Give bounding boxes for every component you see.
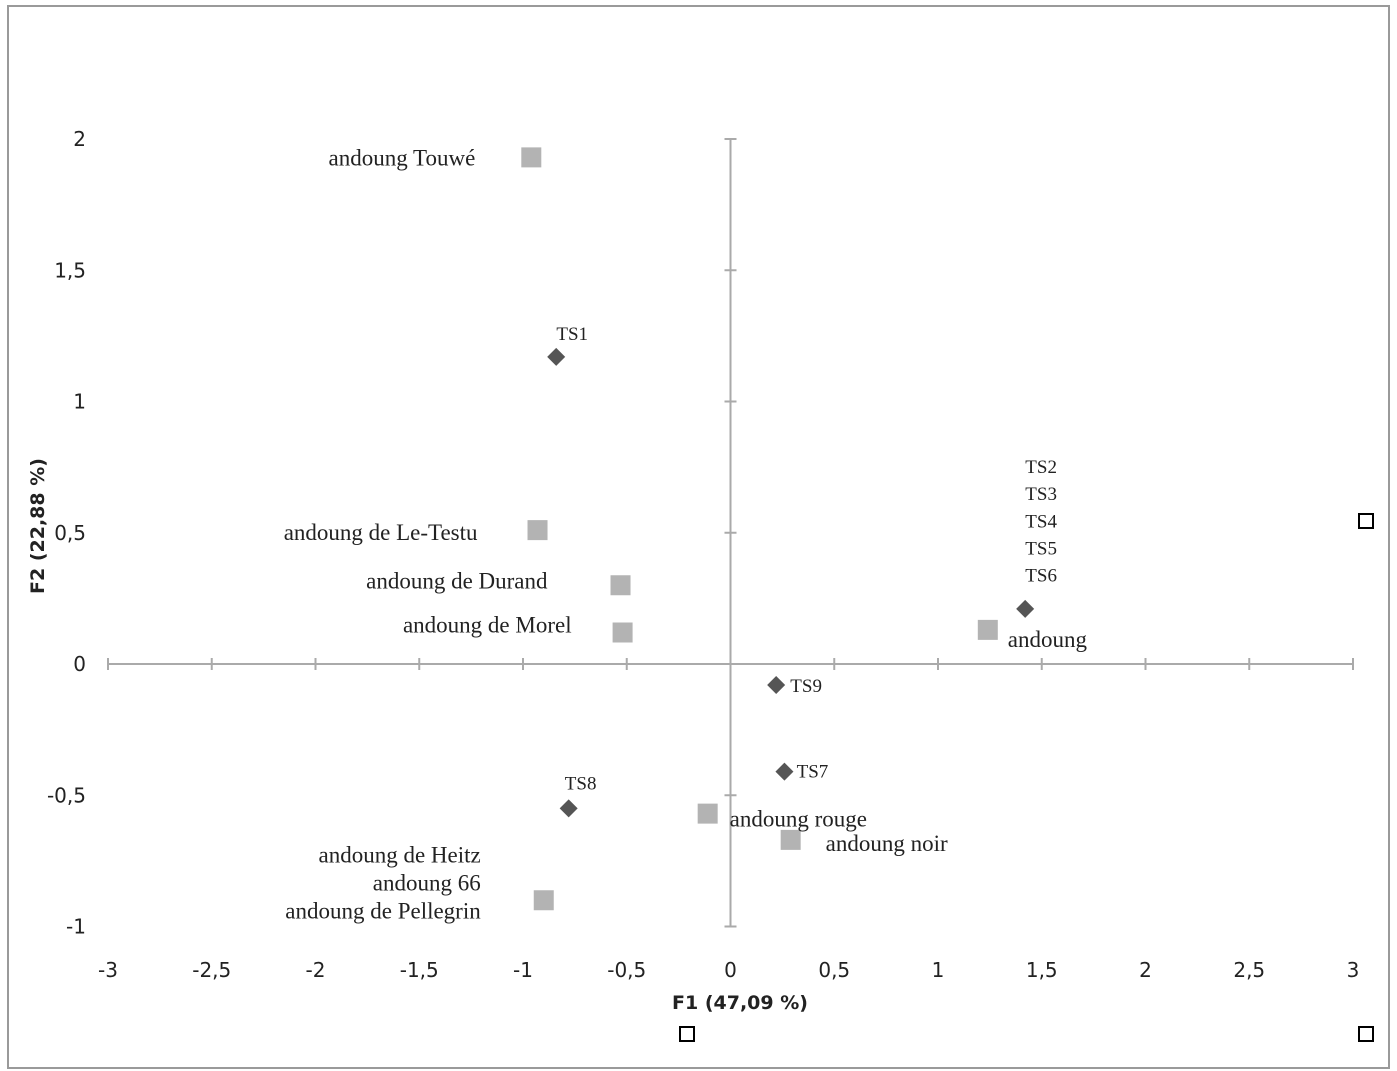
y-tick-label: -1 — [66, 915, 86, 939]
y-tick-label: 1 — [73, 390, 86, 414]
square-marker — [521, 147, 542, 168]
variety-point-label: andoung 66 — [373, 870, 481, 895]
diamond-marker — [775, 762, 794, 781]
x-tick-label: 1 — [932, 958, 945, 982]
ts-point-label: TS8 — [565, 773, 597, 794]
x-tick-label: 0 — [724, 958, 737, 982]
variety-point-label: andoung de Heitz — [319, 842, 481, 867]
x-tick-label: -2 — [306, 958, 326, 982]
ts-point-label: TS7 — [797, 762, 829, 783]
square-marker — [977, 619, 998, 640]
x-tick-label: 0,5 — [818, 958, 850, 982]
point-labels: TS1 TS2 TS3 TS4 TS5 TS6 TS9 TS7 TS8 andoung Touwé… — [284, 145, 1088, 923]
ts-point-label: TS5 — [1025, 538, 1057, 559]
handle-square[interactable] — [679, 1026, 695, 1042]
chart-border — [7, 5, 1390, 1069]
y-axis-title: F2 (22,88 %) — [27, 458, 49, 594]
square-marker — [612, 622, 633, 643]
axes: -3 -2,5 -2 -1,5 -1 -0,5 0 0,5 1 1,5 2 2,5 3 -1 -0,5 0 0,… — [47, 127, 1359, 982]
ts-point-label: TS4 — [1025, 511, 1057, 532]
x-tick-label: 3 — [1347, 958, 1360, 982]
variety-point-label: andoung Touwé — [328, 145, 475, 170]
ts-point-label: TS2 — [1025, 457, 1057, 478]
variety-point-label: andoung noir — [826, 831, 948, 856]
handle-square[interactable] — [1358, 513, 1374, 529]
variety-point-label: andoung de Morel — [403, 613, 572, 638]
x-tick-label: -3 — [98, 958, 118, 982]
data-marks — [521, 147, 1035, 911]
ts-point-label: TS9 — [790, 676, 822, 697]
y-tick-label: 1,5 — [54, 258, 86, 282]
variety-point-label: andoung de Le-Testu — [284, 520, 478, 545]
diamond-marker — [559, 799, 578, 818]
x-tick-label: 2,5 — [1233, 958, 1265, 982]
x-tick-label: -1,5 — [400, 958, 439, 982]
x-tick-label: -2,5 — [192, 958, 231, 982]
y-tick-label: 2 — [73, 127, 86, 151]
x-tick-label: 1,5 — [1026, 958, 1058, 982]
ts-point-label: TS6 — [1025, 566, 1057, 587]
square-marker — [780, 829, 801, 850]
square-marker — [527, 520, 548, 541]
variety-point-label: andoung de Durand — [366, 568, 548, 593]
diamond-marker — [547, 347, 566, 366]
ts-point-label: TS3 — [1025, 484, 1057, 505]
x-tick-label: -0,5 — [607, 958, 646, 982]
x-tick-label: -1 — [513, 958, 533, 982]
ts-point-label: TS1 — [556, 324, 588, 345]
square-marker — [697, 803, 718, 824]
y-tick-label: 0,5 — [54, 521, 86, 545]
variety-point-label: andoung de Pellegrin — [285, 898, 481, 923]
square-marker — [610, 575, 631, 596]
y-tick-label: -0,5 — [47, 783, 86, 807]
handle-square[interactable] — [1358, 1026, 1374, 1042]
variety-point-label: andoung — [1008, 627, 1088, 652]
square-marker — [533, 890, 554, 911]
diamond-marker — [767, 676, 786, 694]
x-tick-label: 2 — [1139, 958, 1152, 982]
diamond-marker — [1016, 599, 1035, 618]
y-tick-label: 0 — [73, 652, 86, 676]
x-axis-title: F1 (47,09 %) — [672, 992, 808, 1014]
variety-point-label: andoung rouge — [730, 807, 867, 832]
